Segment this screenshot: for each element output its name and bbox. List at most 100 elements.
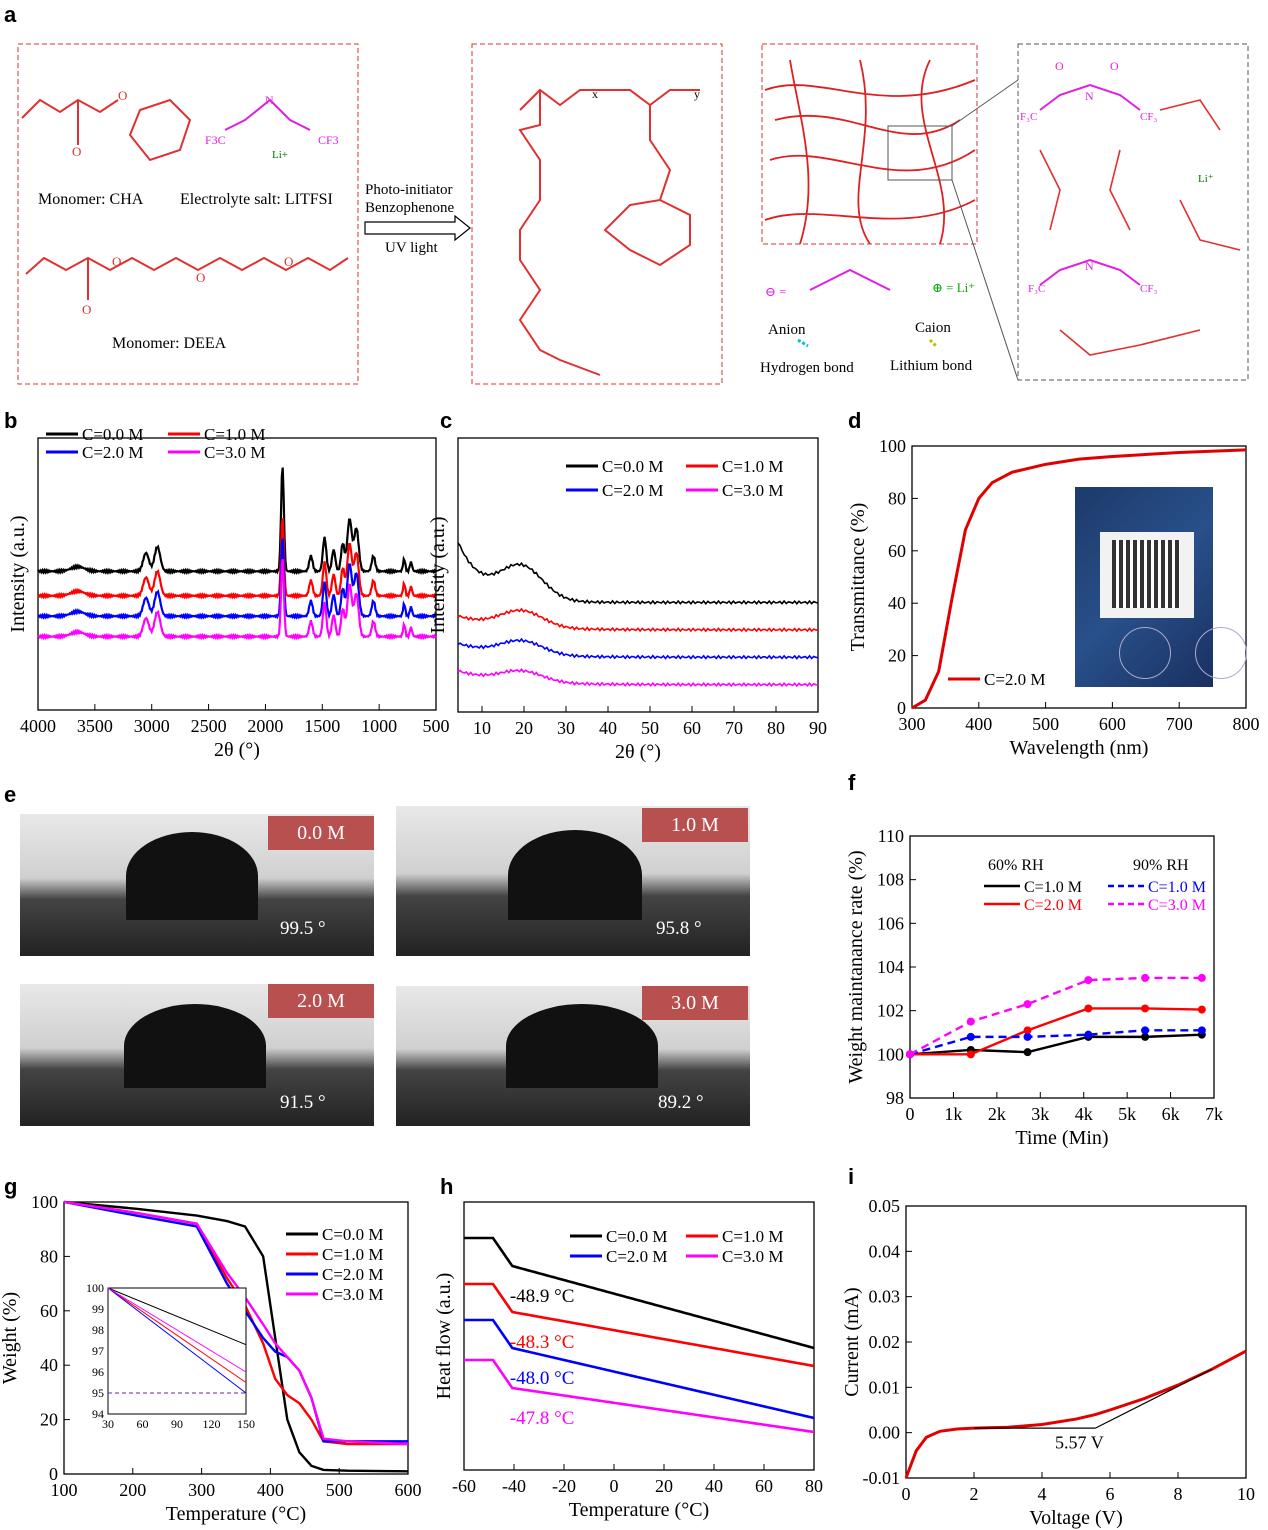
legend-item-1-label: C=1.0 M — [204, 425, 266, 444]
plot-frame — [37, 437, 437, 711]
n-atom: N — [265, 93, 274, 107]
y-axis-label: Intensity (a.u.) — [7, 515, 29, 632]
data-point — [1023, 1032, 1032, 1041]
chart-f-weight-maintenance: 0 1k 2k 3k 4k 5k 6k 7k 98 100 102 104 106 108 110 Time … — [845, 826, 1223, 1149]
tg-annotation: -47.8 °C — [510, 1408, 575, 1429]
panel-letter-b: b — [4, 408, 18, 433]
touch-circle-2 — [1195, 627, 1247, 679]
panel-letter-d: d — [848, 408, 862, 433]
anion-label: Anion — [768, 322, 806, 338]
y-tick-label: 0.03 — [869, 1287, 901, 1307]
x-tick-label: 500 — [423, 716, 450, 736]
series-line-1 — [910, 1007, 1202, 1056]
concentration-label: 3.0 M — [642, 986, 748, 1020]
x-tick-label: 6 — [1106, 1484, 1115, 1504]
chart-b-ftir: 4000 3500 3000 2500 2000 1500 1000 500 2θ (°) Int… — [7, 425, 450, 761]
series-line-1 — [464, 1282, 815, 1368]
inset-series-1 — [107, 1287, 247, 1383]
y-tick-label: 104 — [877, 957, 904, 977]
contact-angle-value: 91.5 ° — [280, 1092, 326, 1113]
panel-letter-i: i — [848, 1164, 855, 1189]
electrolyte-salt-label: Electrolyte salt: LITFSI — [180, 191, 333, 208]
x-tick-label: 4k — [1075, 1104, 1093, 1124]
contact-angle-value: 89.2 ° — [658, 1092, 704, 1113]
legend-item-0-label: C=0.0 M — [606, 1227, 668, 1246]
qr-code — [1112, 540, 1180, 608]
y-tick-label: 102 — [877, 1001, 904, 1021]
legend-item-2-label: C=2.0 M — [322, 1265, 384, 1284]
data-point — [1084, 976, 1093, 985]
svg-text:O: O — [1055, 59, 1064, 73]
x-tick-label: 0 — [906, 1104, 915, 1124]
panel-letter-h: h — [440, 1174, 454, 1199]
data-point — [966, 1050, 975, 1059]
inset-series-0 — [107, 1287, 247, 1346]
y-tick-label: 106 — [877, 913, 904, 933]
x-tick-label: 80 — [805, 1476, 823, 1496]
y-tick-label: 0 — [49, 1464, 58, 1484]
x-tick-label: 6k — [1162, 1104, 1180, 1124]
cf3-left: F3C — [205, 133, 226, 147]
series-line-3 — [457, 667, 819, 688]
chart-h-dsc: -60 -40 -20 0 20 40 60 80 Temperature (°C) Heat f… — [433, 1201, 823, 1521]
plot-frame — [909, 835, 1215, 1099]
x-tick-label: 60 — [755, 1476, 773, 1496]
data-point — [966, 1017, 975, 1026]
x-tick-label: 600 — [1099, 714, 1126, 734]
x-tick-label: 1k — [944, 1104, 962, 1124]
x-tick-label: 50 — [641, 718, 659, 738]
contact-angle-value: 95.8 ° — [656, 918, 702, 939]
x-tick-label: 60 — [683, 718, 701, 738]
cf3-right: CF3 — [318, 133, 339, 147]
series-line-0 — [457, 542, 819, 606]
series-line-1 — [457, 607, 819, 633]
x-tick-label: 400 — [257, 1480, 284, 1500]
series-line — [911, 448, 1247, 710]
inset-x-tick-label: 150 — [237, 1417, 255, 1431]
y-axis-label: Current (mA) — [841, 1287, 863, 1396]
inset-y-tick-label: 96 — [92, 1365, 104, 1379]
legend-item-0-label: C=0.0 M — [82, 425, 144, 444]
data-point — [1023, 1000, 1032, 1009]
x-axis-label: 2θ (°) — [214, 739, 260, 761]
y-tick-label: 100 — [879, 436, 906, 456]
x-axis-label: Temperature (°C) — [166, 1503, 306, 1525]
qr-photo-inset — [1075, 487, 1247, 687]
plot-frame — [63, 1201, 409, 1475]
x-tick-label: 10 — [473, 718, 491, 738]
svg-text:N: N — [1085, 89, 1094, 103]
svg-text:Li⁺: Li⁺ — [1198, 173, 1214, 185]
chart-g-tga: 100 200 300 400 500 600 0 20 40 60 80 100 Temperatur… — [0, 1192, 422, 1525]
x-tick-label: 200 — [119, 1480, 146, 1500]
y-tick-label: 110 — [878, 826, 904, 846]
data-point — [1023, 1026, 1032, 1035]
data-point — [1141, 1004, 1150, 1013]
legend-group-90: 90% RH — [1133, 857, 1189, 874]
y-axis-label: Weight maintanance rate (%) — [845, 850, 867, 1083]
x-tick-label: 400 — [965, 714, 992, 734]
legend-item-1-label: C=1.0 M — [322, 1245, 384, 1264]
x-tick-label: 80 — [767, 718, 785, 738]
legend-item-1-label: C=1.0 M — [722, 457, 784, 476]
tg-annotation: -48.9 °C — [510, 1286, 575, 1307]
x-tick-label: 3500 — [77, 716, 113, 736]
svg-text:⊕ = Li⁺: ⊕ = Li⁺ — [932, 280, 975, 295]
qr-code-card — [1100, 532, 1194, 618]
photo-initiator-label: Photo-initiator — [365, 182, 453, 198]
y-tick-label: 0.05 — [869, 1196, 901, 1216]
legend-item-label: C=2.0 M — [984, 670, 1046, 689]
legend-item-3-label: C=3.0 M — [322, 1285, 384, 1304]
inset-x-tick-label: 120 — [203, 1417, 221, 1431]
data-point — [1084, 1030, 1093, 1039]
benzophenone-label: Benzophenone — [365, 200, 454, 216]
water-droplet — [124, 1004, 266, 1088]
svg-text:F₃C: F₃C — [1028, 283, 1045, 295]
legend-label: C=2.0 M — [1024, 897, 1082, 914]
legend-item-2-label: C=2.0 M — [606, 1247, 668, 1266]
lithium-bond-label: Lithium bond — [890, 358, 973, 374]
inset-y-tick-label: 99 — [92, 1302, 104, 1316]
legend-label: C=1.0 M — [1024, 879, 1082, 896]
y-tick-label: 100 — [31, 1192, 58, 1212]
series-line-2 — [909, 1029, 1202, 1056]
data-point — [1197, 973, 1206, 982]
